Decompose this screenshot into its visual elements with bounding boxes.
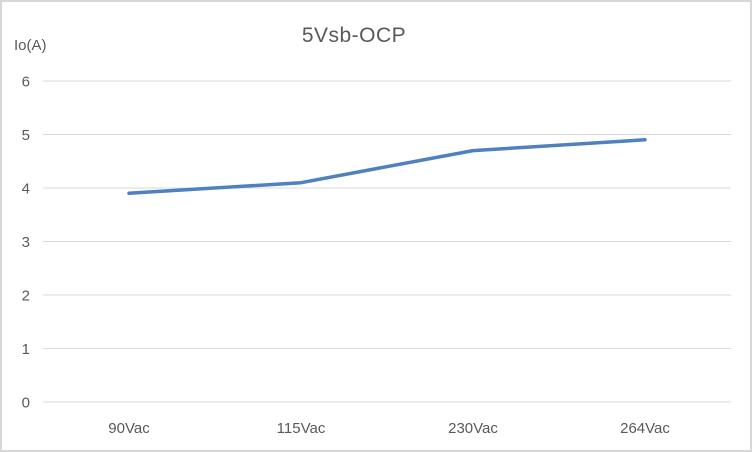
y-tick-label: 0 <box>22 395 30 412</box>
y-tick-label: 6 <box>22 74 30 91</box>
x-tick-label: 90Vac <box>108 420 150 437</box>
series-line <box>127 138 647 196</box>
x-tick-label: 230Vac <box>448 420 498 437</box>
y-tick-label: 5 <box>22 127 30 144</box>
y-tick-label: 2 <box>22 288 30 305</box>
x-tick-label: 115Vac <box>277 420 326 437</box>
y-axis-label: Io(A) <box>14 37 47 54</box>
chart-title: 5Vsb-OCP <box>301 24 407 47</box>
x-tick-label: 264Vac <box>620 420 670 437</box>
y-tick-label: 3 <box>22 234 30 251</box>
y-tick-label: 4 <box>22 181 30 198</box>
y-tick-label: 1 <box>22 341 30 358</box>
